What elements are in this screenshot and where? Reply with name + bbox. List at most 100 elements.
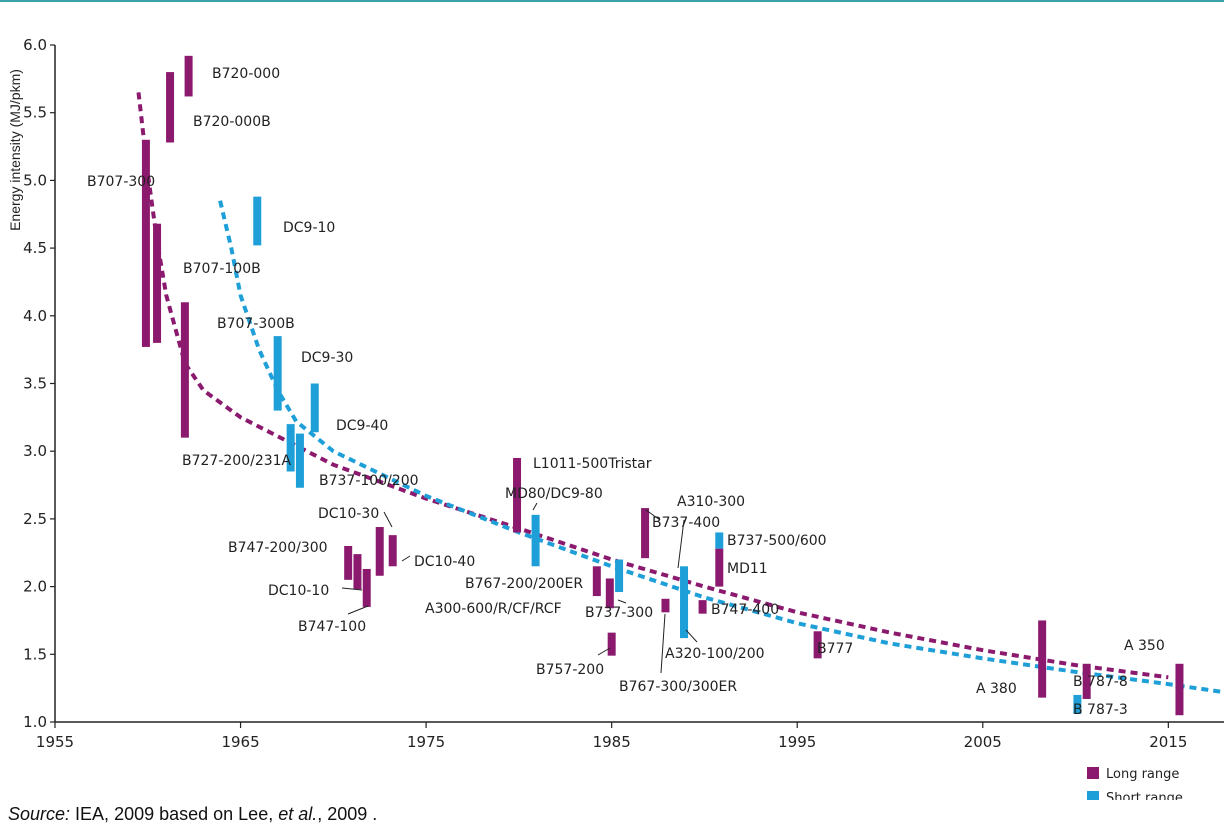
aircraft-bar <box>344 545 353 580</box>
y-tick-label: 5.0 <box>23 171 47 189</box>
aircraft-bar <box>184 55 193 97</box>
aircraft-label: DC9-30 <box>301 350 353 366</box>
y-tick-label: 3.0 <box>23 442 47 460</box>
aircraft-bar <box>605 578 614 609</box>
aircraft-bar <box>353 554 362 590</box>
aircraft-label: B737-500/600 <box>727 533 827 549</box>
aircraft-label: B767-200/200ER <box>465 576 583 592</box>
aircraft-bar <box>295 433 304 488</box>
aircraft-bar <box>362 568 371 607</box>
aircraft-label: A 350 <box>1124 638 1165 654</box>
aircraft-bar <box>607 632 616 656</box>
aircraft-bars <box>141 55 1184 716</box>
long-range-legend-swatch <box>1087 767 1099 779</box>
aircraft-label: B747-400 <box>711 602 779 618</box>
aircraft-bar <box>180 302 189 438</box>
aircraft-bar <box>615 559 624 593</box>
source-text-b: , 2009 . <box>317 804 378 824</box>
leader-line <box>532 502 538 511</box>
short-range-legend-swatch <box>1087 791 1099 800</box>
aircraft-label: B707-100B <box>183 261 261 277</box>
aircraft-bar <box>1073 694 1082 714</box>
x-tick-label: 1985 <box>593 733 631 751</box>
x-tick-label: 1995 <box>778 733 816 751</box>
aircraft-label: B747-200/300 <box>228 540 328 556</box>
y-ticks: 1.0 1.5 2.0 2.5 3.0 3.5 4.0 4.5 5.0 5.5 6.0 <box>23 36 55 731</box>
aircraft-label: DC10-40 <box>414 554 475 570</box>
aircraft-label: A320-100/200 <box>665 646 765 662</box>
aircraft-bar <box>388 535 397 567</box>
aircraft-label: B720-000 <box>212 66 280 82</box>
long-range-legend-label: Long range <box>1106 767 1179 782</box>
aircraft-label: B737-300 <box>585 605 653 621</box>
leader-line <box>685 629 698 643</box>
aircraft-bar <box>641 508 650 559</box>
aircraft-label: B720-000B <box>193 114 271 130</box>
aircraft-label: DC9-40 <box>336 418 388 434</box>
aircraft-bar <box>715 532 724 549</box>
long-range-trend-line <box>136 92 1169 680</box>
aircraft-label: B737-400 <box>652 515 720 531</box>
x-tick-label: 1975 <box>407 733 445 751</box>
y-tick-label: 1.0 <box>23 713 47 731</box>
aircraft-labels: B720-000 B720-000B B707-300 B707-100B B707-3… <box>87 66 1165 718</box>
aircraft-label: B767-300/300ER <box>619 679 737 695</box>
aircraft-label: MD11 <box>727 561 768 577</box>
aircraft-label: DC10-30 <box>318 506 379 522</box>
aircraft-bar <box>680 609 689 639</box>
legend: Long range Short range <box>1087 767 1183 800</box>
aircraft-label: B727-200/231A <box>182 453 292 469</box>
aircraft-bar <box>813 631 822 659</box>
x-tick-label: 2015 <box>1149 733 1187 751</box>
aircraft-label: B 787-8 <box>1073 674 1128 690</box>
short-range-legend-label: Short range <box>1106 791 1183 800</box>
source-prefix: Source: <box>8 804 71 824</box>
leader-line <box>660 613 666 674</box>
aircraft-label: DC10-10 <box>268 583 329 599</box>
x-tick-label: 1965 <box>221 733 259 751</box>
aircraft-label: B777 <box>817 641 853 657</box>
aircraft-bar <box>592 566 601 597</box>
aircraft-bar <box>715 548 724 587</box>
aircraft-bar <box>286 424 295 472</box>
aircraft-label: B707-300B <box>217 316 295 332</box>
leader-line <box>347 605 369 615</box>
y-tick-label: 4.5 <box>23 239 47 257</box>
y-axis-label: Energy intensity (MJ/pkm) <box>7 69 23 231</box>
aircraft-bar <box>1175 663 1184 716</box>
top-rule <box>0 0 1224 2</box>
y-tick-label: 5.5 <box>23 104 47 122</box>
aircraft-label: A300-600/R/CF/RCF <box>425 601 562 617</box>
y-tick-label: 6.0 <box>23 36 47 54</box>
source-text-a: IEA, 2009 based on Lee, <box>70 804 279 824</box>
aircraft-label: A310-300 <box>677 494 745 510</box>
aircraft-bar <box>273 336 282 411</box>
aircraft-bar <box>661 598 670 613</box>
leader-line <box>617 599 627 604</box>
aircraft-bar <box>680 566 689 639</box>
aircraft-bar <box>513 457 522 533</box>
x-tick-label: 2005 <box>964 733 1002 751</box>
leader-line <box>677 519 685 569</box>
aircraft-label: B757-200 <box>536 662 604 678</box>
aircraft-label: A 380 <box>976 681 1017 697</box>
aircraft-bar <box>310 383 319 433</box>
source-note: Source: IEA, 2009 based on Lee, et al., … <box>8 804 377 825</box>
leader-line <box>383 511 393 528</box>
aircraft-label: DC9-10 <box>283 220 335 236</box>
aircraft-label: B707-300 <box>87 174 155 190</box>
aircraft-bar <box>253 196 262 246</box>
leader-line <box>597 647 611 656</box>
y-tick-label: 2.5 <box>23 510 47 528</box>
aircraft-bar <box>166 72 175 143</box>
leader-lines <box>341 502 698 674</box>
aircraft-bar <box>153 223 162 343</box>
aircraft-label: L1011-500Tristar <box>533 456 652 472</box>
y-tick-label: 3.5 <box>23 375 47 393</box>
y-tick-label: 2.0 <box>23 578 47 596</box>
short-range-trend-line <box>218 200 1224 695</box>
aircraft-label: MD80/DC9-80 <box>505 486 603 502</box>
aircraft-bar <box>698 600 707 614</box>
aircraft-bar <box>1038 620 1047 698</box>
source-emph: et al. <box>278 804 318 824</box>
